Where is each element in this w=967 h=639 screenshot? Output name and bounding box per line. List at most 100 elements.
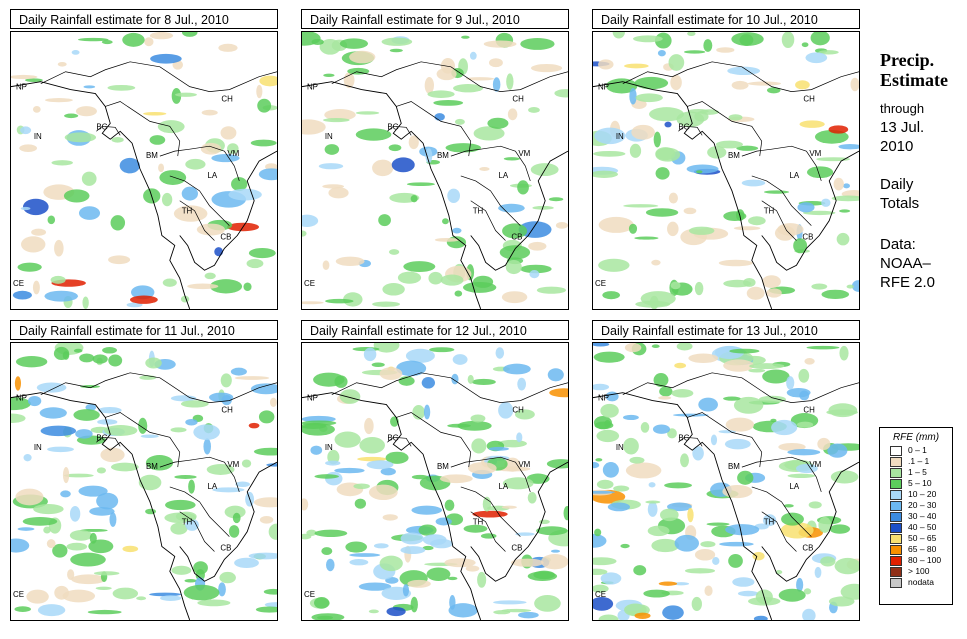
rainfall-patch — [799, 120, 825, 128]
country-border — [687, 101, 763, 157]
rainfall-patch — [378, 214, 391, 227]
rainfall-patch — [44, 98, 73, 103]
rainfall-patch — [517, 180, 529, 195]
country-label-ce: CE — [13, 279, 24, 288]
rainfall-patch — [830, 470, 859, 484]
legend-item: 20 – 30 — [880, 500, 952, 511]
rainfall-patch — [263, 588, 277, 595]
rainfall-patch — [444, 558, 476, 568]
rainfall-patch — [722, 484, 753, 499]
rainfall-patch — [427, 90, 455, 98]
rainfall-patch — [388, 249, 400, 255]
rainfall-patch — [349, 50, 376, 64]
rainfall-patch — [339, 38, 369, 49]
country-label-vm: VM — [809, 460, 821, 469]
rainfall-patch — [140, 434, 159, 439]
rainfall-patch — [762, 275, 781, 289]
rainfall-patch — [73, 409, 100, 421]
rainfall-patch — [593, 462, 600, 469]
rainfall-patch — [692, 446, 704, 461]
rainfall-patch — [391, 157, 415, 173]
rainfall-patch — [77, 37, 109, 42]
rainfall-patch — [454, 118, 465, 125]
rainfall-patch — [737, 470, 754, 485]
rainfall-patch — [533, 570, 555, 580]
rainfall-patch — [196, 223, 225, 236]
rainfall-patch — [410, 596, 418, 613]
panel-title: Daily Rainfall estimate for 8 Jul., 2010 — [10, 9, 278, 29]
rainfall-patch — [829, 524, 851, 534]
rainfall-patch — [733, 226, 761, 231]
rainfall-patch — [777, 223, 804, 236]
rainfall-patch — [101, 39, 113, 45]
rainfall-patch — [228, 188, 262, 201]
rainfall-patch — [349, 553, 381, 557]
rainfall-patch — [20, 206, 31, 211]
rainfall-patch — [763, 190, 790, 194]
rainfall-patch — [100, 447, 125, 463]
rainfall-patch — [634, 76, 669, 90]
rainfall-patch — [358, 582, 392, 591]
rainfall-patch — [335, 256, 365, 266]
country-label-vm: VM — [809, 149, 821, 158]
legend-item: 80 – 100 — [880, 555, 952, 566]
rainfall-patch — [75, 429, 93, 439]
rainfall-patch — [165, 499, 196, 511]
rainfall-patch — [411, 474, 429, 480]
rainfall-patch — [149, 135, 166, 145]
legend-item: 5 – 10 — [880, 478, 952, 489]
rainfall-patch — [78, 485, 108, 497]
rainfall-patch — [386, 606, 406, 617]
rainfall-patch — [546, 459, 568, 469]
rainfall-patch — [12, 290, 32, 300]
rainfall-patch — [593, 533, 607, 548]
country-border — [678, 125, 703, 136]
rainfall-patch — [373, 343, 400, 353]
rainfall-patch — [795, 80, 810, 90]
coastline — [179, 150, 277, 271]
side-title-line: Precip. — [880, 50, 935, 70]
rainfall-patch — [452, 227, 462, 234]
rainfall-patch — [325, 298, 354, 304]
legend-label: > 100 — [908, 566, 930, 576]
country-label-bm: BM — [437, 462, 449, 471]
rainfall-patch — [326, 558, 335, 572]
rainfall-patch — [712, 557, 720, 565]
rainfall-patch — [753, 615, 768, 620]
legend-item: nodata — [880, 577, 952, 588]
rainfall-patch — [501, 291, 528, 304]
rainfall-patch — [658, 581, 678, 586]
panel-title: Daily Rainfall estimate for 12 Jul., 201… — [301, 320, 569, 340]
rainfall-patch — [71, 574, 106, 585]
rainfall-patch — [246, 258, 264, 269]
coastline — [761, 150, 859, 271]
rainfall-patch — [698, 397, 718, 412]
rainfall-patch — [736, 145, 759, 151]
rainfall-patch — [158, 163, 165, 173]
rainfall-patch — [606, 78, 638, 94]
coastline — [593, 81, 773, 309]
rainfall-patch — [324, 144, 340, 155]
rainfall-patch — [170, 427, 187, 433]
country-label-ce: CE — [304, 590, 315, 599]
rainfall-patch — [594, 528, 602, 537]
rainfall-patch — [787, 449, 821, 456]
rainfall-patch — [595, 458, 603, 462]
rainfall-patch — [518, 611, 539, 619]
country-label-cb: CB — [220, 232, 231, 241]
rainfall-patch — [426, 567, 451, 581]
rainfall-patch — [505, 260, 522, 275]
rainfall-patch — [762, 514, 777, 527]
rainfall-patch — [324, 109, 356, 121]
rainfall-patch — [62, 467, 70, 484]
country-label-cb: CB — [511, 543, 522, 552]
rainfall-patch — [436, 67, 457, 81]
rainfall-patch — [554, 89, 568, 98]
rainfall-patch — [645, 500, 661, 504]
map-panel-3: Daily Rainfall estimate for 10 Jul., 201… — [592, 9, 860, 310]
rainfall-patch — [723, 211, 747, 222]
rainfall-patch — [662, 605, 684, 620]
rainfall-patch — [461, 35, 470, 39]
rainfall-patch — [628, 223, 638, 234]
rainfall-patch — [834, 557, 859, 575]
